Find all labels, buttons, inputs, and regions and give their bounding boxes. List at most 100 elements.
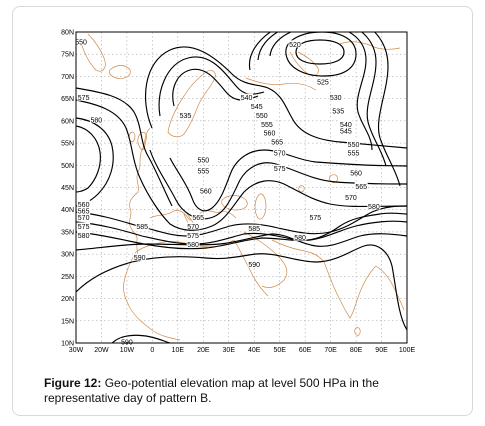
longitude-tick-label: 10E bbox=[172, 347, 185, 354]
plot-border bbox=[75, 31, 408, 344]
contour-label-background bbox=[349, 169, 363, 177]
contour-label-background bbox=[133, 253, 147, 261]
contour-value-label: 525 bbox=[317, 80, 329, 87]
latitude-labels: 10N 15N 20N 25N 30N 35N 40N 45N 50N 55N 60N 65N 70N 7… bbox=[61, 30, 74, 348]
contour-label-background bbox=[260, 120, 274, 128]
longitude-tick-label: 50E bbox=[273, 347, 286, 354]
longitude-tick-label: 70E bbox=[324, 347, 337, 354]
contour-label-background bbox=[250, 102, 264, 110]
caption-label: Figure 12: bbox=[44, 376, 102, 390]
latitude-tick-label: 20N bbox=[61, 296, 74, 303]
contour-value-label: 575 bbox=[274, 166, 286, 173]
contour-value-label: 535 bbox=[180, 113, 192, 120]
contour-label-background bbox=[77, 222, 91, 230]
contour-label-background bbox=[240, 93, 254, 101]
contour-label-background bbox=[186, 231, 200, 239]
contour-value-label: 570 bbox=[274, 151, 286, 158]
contour-value-label: 580 bbox=[78, 233, 90, 240]
contour-value-label: 570 bbox=[187, 224, 199, 231]
contour-label-background bbox=[255, 111, 269, 119]
contour-value-label: 555 bbox=[348, 151, 360, 158]
contour-value-label: 585 bbox=[248, 226, 260, 233]
longitude-tick-label: 20E bbox=[197, 347, 210, 354]
contour-label-background bbox=[367, 202, 381, 210]
contour-label-background bbox=[247, 260, 261, 268]
latitude-tick-label: 40N bbox=[61, 207, 74, 214]
latitude-tick-label: 15N bbox=[61, 318, 74, 325]
contour-label-background bbox=[120, 338, 134, 345]
contour-value-label: 580 bbox=[187, 242, 199, 249]
contour-label-background bbox=[273, 149, 287, 157]
longitude-tick-label: 100E bbox=[399, 347, 416, 354]
contour-label-background bbox=[186, 240, 200, 248]
contour-value-label: 550 bbox=[256, 113, 268, 120]
contour-value-label: 560 bbox=[350, 171, 362, 178]
contour-label-background bbox=[77, 213, 91, 221]
contour-label-background bbox=[196, 166, 210, 174]
contour-label-background bbox=[191, 213, 205, 221]
contour-label-background bbox=[293, 233, 307, 241]
contour-value-label: 570 bbox=[345, 195, 357, 202]
latitude-tick-label: 75N bbox=[61, 52, 74, 59]
contour-label-background bbox=[339, 120, 353, 128]
latitude-tick-label: 35N bbox=[61, 229, 74, 236]
contour-label-background bbox=[199, 186, 213, 194]
longitude-labels: 30W 20W 10W 0 10E 20E 30E 40E 50E 60E 70E 80E 90E 100… bbox=[69, 347, 416, 354]
latitude-tick-label: 30N bbox=[61, 252, 74, 259]
longitude-tick-label: 90E bbox=[375, 347, 388, 354]
latitude-tick-label: 60N bbox=[61, 118, 74, 125]
contour-label-background bbox=[196, 155, 210, 163]
longitude-tick-label: 30W bbox=[69, 347, 84, 354]
caption-text: Geo-potential elevation map at level 500… bbox=[44, 376, 379, 405]
contour-label-background bbox=[77, 200, 91, 208]
contour-value-label: 565 bbox=[192, 215, 204, 222]
contour-value-label: 550 bbox=[75, 40, 87, 47]
contour-value-label: 550 bbox=[197, 157, 209, 164]
latitude-tick-label: 45N bbox=[61, 185, 74, 192]
contour-label-background bbox=[316, 78, 330, 86]
contour-label-background bbox=[178, 111, 192, 119]
contour-value-label: 560 bbox=[264, 131, 276, 138]
contour-value-label: 575 bbox=[187, 233, 199, 240]
latitude-tick-label: 70N bbox=[61, 74, 74, 81]
contour-label-background bbox=[74, 38, 88, 46]
longitude-tick-label: 20W bbox=[94, 347, 109, 354]
contour-value-label: 585 bbox=[136, 224, 148, 231]
contour-value-label: 575 bbox=[78, 224, 90, 231]
contour-value-label: 540 bbox=[340, 122, 352, 129]
longitude-tick-label: 30E bbox=[223, 347, 236, 354]
contour-value-label: 575 bbox=[309, 215, 321, 222]
longitude-tick-label: 40E bbox=[248, 347, 261, 354]
contour-label-background bbox=[77, 206, 91, 214]
latitude-tick-label: 65N bbox=[61, 96, 74, 103]
longitude-tick-label: 10W bbox=[120, 347, 135, 354]
latitude-tick-label: 10N bbox=[61, 341, 74, 348]
contour-label-background bbox=[347, 140, 361, 148]
contour-label-background bbox=[288, 40, 302, 48]
contour-value-label: 565 bbox=[78, 208, 90, 215]
contour-label-background bbox=[77, 231, 91, 239]
contour-value-label: 535 bbox=[332, 108, 344, 115]
contour-value-label: 530 bbox=[330, 95, 342, 102]
contour-lines bbox=[76, 32, 407, 343]
contour-label-background bbox=[329, 93, 343, 101]
contour-value-label: 555 bbox=[261, 122, 273, 129]
contour-label-background bbox=[186, 222, 200, 230]
contour-label-background bbox=[339, 126, 353, 134]
contour-label-background bbox=[354, 182, 368, 190]
contour-value-label: 560 bbox=[200, 188, 212, 195]
contour-value-label: 580 bbox=[91, 117, 103, 124]
longitude-tick-label: 80E bbox=[350, 347, 363, 354]
contour-value-label: 520 bbox=[289, 42, 301, 49]
figure-caption: Figure 12: Geo-potential elevation map a… bbox=[44, 376, 444, 406]
contour-value-label: 545 bbox=[251, 104, 263, 111]
contour-value-label: 560 bbox=[78, 202, 90, 209]
contour-label-background bbox=[247, 224, 261, 232]
longitude-tick-label: 60E bbox=[299, 347, 312, 354]
contour-label-background bbox=[77, 93, 91, 101]
contour-value-label: 590 bbox=[134, 255, 146, 262]
contour-label-background bbox=[308, 213, 322, 221]
contour-label-background bbox=[273, 164, 287, 172]
contour-label-background bbox=[89, 115, 103, 123]
